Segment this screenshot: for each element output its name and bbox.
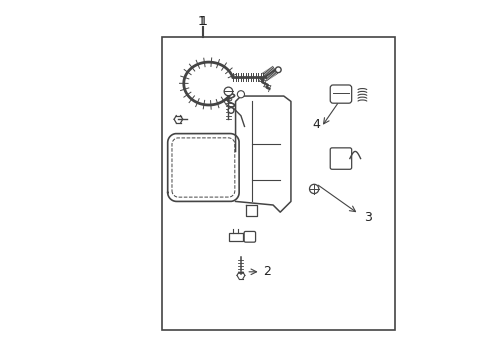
Text: 4: 4 bbox=[311, 118, 319, 131]
Circle shape bbox=[228, 108, 233, 113]
Text: 3: 3 bbox=[364, 211, 371, 224]
Polygon shape bbox=[246, 205, 257, 216]
Circle shape bbox=[224, 87, 232, 96]
Text: 1: 1 bbox=[197, 14, 205, 27]
Text: 1: 1 bbox=[199, 14, 207, 27]
Polygon shape bbox=[235, 96, 290, 212]
Bar bbox=[229, 233, 242, 241]
Polygon shape bbox=[167, 134, 239, 202]
Bar bbox=[162, 37, 394, 330]
Circle shape bbox=[275, 67, 281, 73]
FancyBboxPatch shape bbox=[329, 85, 351, 103]
FancyBboxPatch shape bbox=[329, 148, 351, 169]
Circle shape bbox=[309, 184, 318, 194]
FancyBboxPatch shape bbox=[244, 231, 255, 242]
Text: 2: 2 bbox=[263, 265, 270, 278]
Circle shape bbox=[237, 91, 244, 98]
